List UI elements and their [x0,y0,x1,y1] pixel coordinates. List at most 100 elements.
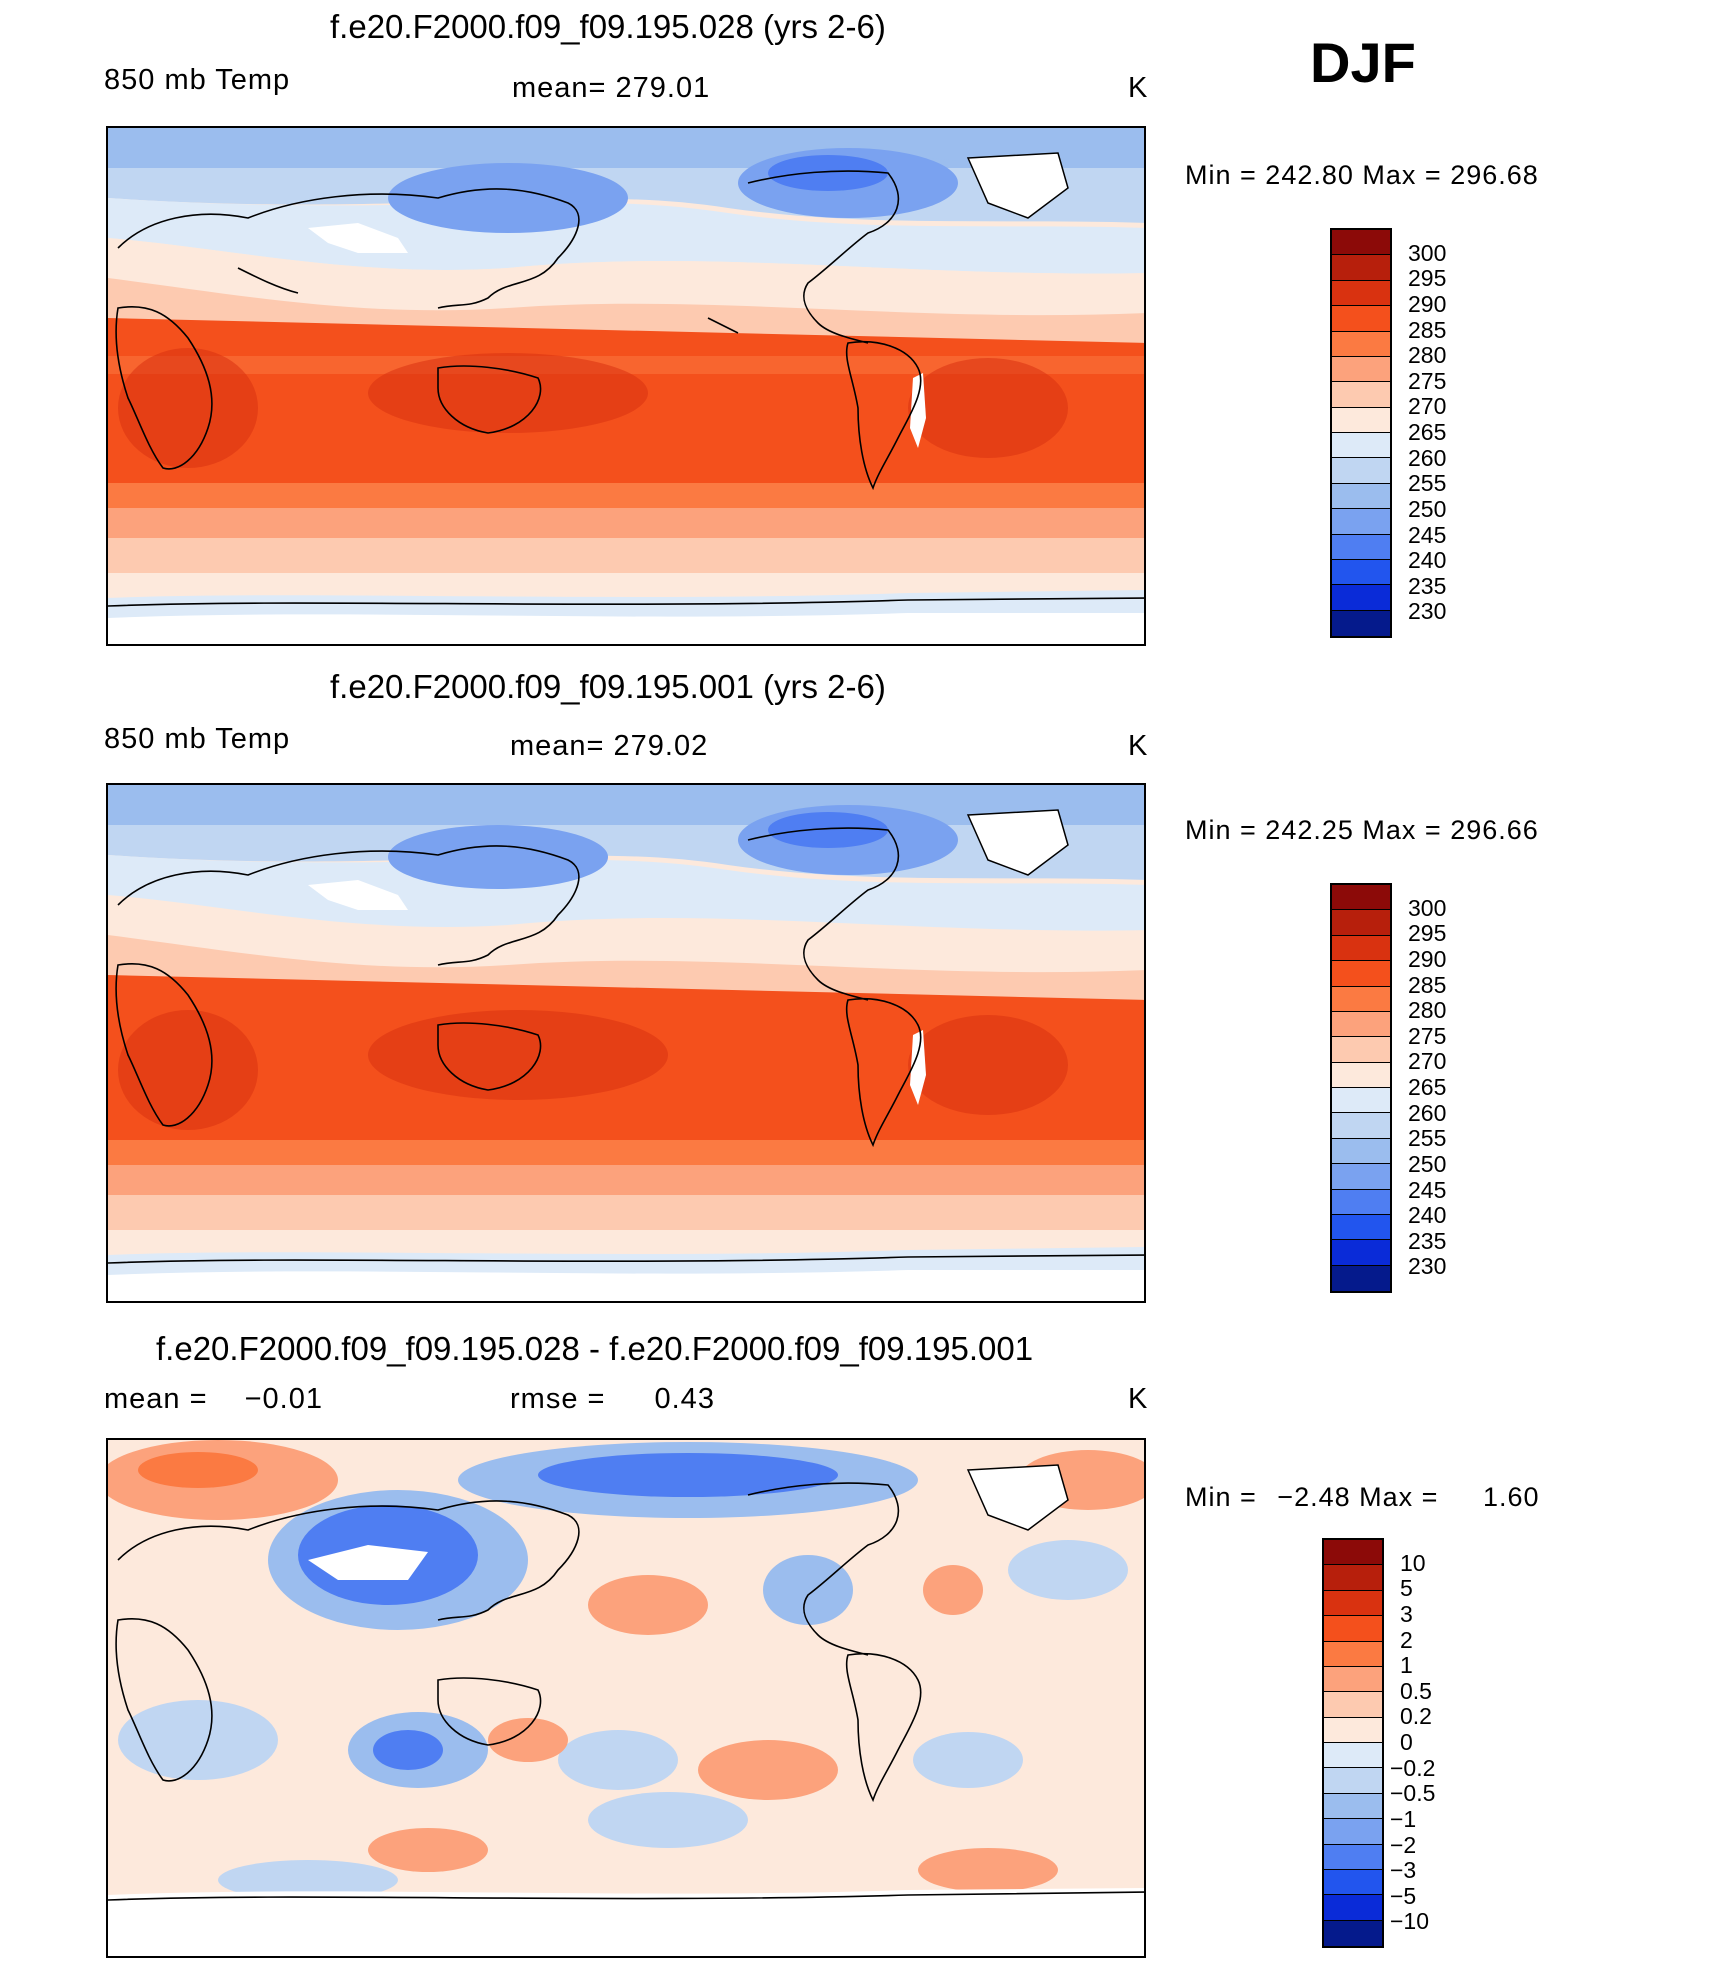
legend-swatch [1324,1819,1382,1845]
legend-swatch [1332,356,1390,383]
legend-swatch [1332,986,1390,1012]
legend-swatch [1324,1590,1382,1617]
difference-map [106,1438,1146,1958]
mean-label: mean= [512,72,607,104]
legend-swatch [1332,1088,1390,1114]
color-legend-bar [1330,883,1392,1293]
legend-swatch [1332,458,1390,484]
legend-tick-label: 260 [1408,444,1447,471]
legend-swatch [1332,1214,1390,1241]
legend-swatch [1332,1265,1390,1291]
legend-swatch [1324,1717,1382,1743]
legend-swatch [1324,1565,1382,1591]
units-label: K [1128,730,1149,762]
legend-swatch [1332,1189,1390,1215]
legend-tick-label: 290 [1408,945,1447,972]
max-label: Max = [1362,815,1442,845]
panel-title: f.e20.F2000.f09_f09.195.001 (yrs 2-6) [330,668,886,705]
legend-swatch [1324,1844,1382,1870]
rmse-stat: rmse = 0.43 [510,1383,715,1416]
min-max-readout: Min = −2.48 Max = 1.60 [1185,1482,1540,1513]
legend-tick-label: 290 [1408,290,1447,317]
legend-tick-label: 260 [1408,1099,1447,1126]
max-value: 1.60 [1482,1482,1540,1512]
legend-swatch [1332,961,1390,987]
legend-swatch [1332,1011,1390,1038]
legend-tick-label: 245 [1408,1176,1447,1203]
legend-tick-label: 10 [1400,1549,1426,1576]
legend-swatch [1332,935,1390,962]
legend-swatch [1332,910,1390,936]
mean-stat: mean= 279.02 [510,730,708,763]
legend-swatch [1332,230,1390,256]
color-legend-bar [1330,228,1392,638]
legend-tick-label: −0.2 [1390,1754,1436,1781]
legend-tick-label: −5 [1390,1882,1417,1909]
legend-tick-label: 1 [1400,1652,1413,1679]
legend-tick-label: 240 [1408,1202,1447,1229]
legend-tick-label: 265 [1408,1074,1447,1100]
legend-tick-label: 255 [1408,1125,1447,1152]
legend-tick-label: 300 [1408,894,1447,921]
max-label: Max = [1362,160,1442,190]
legend-swatch [1332,433,1390,459]
legend-swatch [1324,1641,1382,1667]
legend-tick-label: 230 [1408,1253,1447,1280]
variable-label: 850 mb Temp [104,723,291,755]
mean-label: mean= [510,730,605,762]
legend-swatch [1332,255,1390,281]
legend-tick-label: 275 [1408,367,1447,394]
min-value: 242.25 [1265,815,1354,845]
legend-tick-label: −1 [1390,1805,1417,1832]
legend-swatch [1332,1240,1390,1266]
legend-tick-label: 280 [1408,342,1447,369]
legend-tick-label: −0.5 [1390,1780,1436,1807]
panel-title: f.e20.F2000.f09_f09.195.028 (yrs 2-6) [330,8,886,45]
min-value: −2.48 [1277,1482,1351,1512]
legend-swatch [1332,331,1390,357]
mean-value: 279.01 [615,72,711,104]
legend-tick-label: 255 [1408,470,1447,497]
max-value: 296.68 [1450,160,1539,190]
min-label: Min = [1185,815,1257,845]
diff-mean-stat: mean = −0.01 [104,1383,323,1416]
legend-swatch [1332,885,1390,911]
min-label: Min = [1185,160,1257,190]
min-max-readout: Min = 242.25 Max = 296.66 [1185,815,1539,846]
legend-swatch [1324,1540,1382,1566]
panel-title: f.e20.F2000.f09_f09.195.028 - f.e20.F200… [156,1330,1034,1367]
rmse-value: 0.43 [654,1383,715,1415]
legend-swatch [1332,534,1390,560]
legend-tick-label: 250 [1408,495,1447,522]
legend-swatch [1332,306,1390,332]
legend-swatch [1324,1692,1382,1718]
legend-swatch [1324,1895,1382,1921]
legend-tick-label: −10 [1390,1908,1430,1935]
min-value: 242.80 [1265,160,1354,190]
legend-tick-label: 0.5 [1400,1677,1432,1704]
legend-tick-label: 245 [1408,521,1447,548]
legend-tick-label: 270 [1408,393,1447,420]
legend-tick-label: 295 [1408,265,1447,292]
legend-swatch [1332,1164,1390,1190]
variable-label: 850 mb Temp [104,64,291,96]
mean-stat: mean= 279.01 [512,72,710,105]
legend-tick-label: 250 [1408,1150,1447,1177]
mean-label: mean = [104,1383,208,1415]
temperature-map [106,783,1146,1303]
max-label: Max = [1359,1482,1439,1512]
legend-tick-label: 5 [1400,1575,1413,1602]
map-canvas [108,785,1144,1301]
legend-tick-label: −3 [1390,1857,1417,1884]
legend-tick-label: 295 [1408,920,1447,947]
legend-tick-label: 0 [1400,1729,1413,1755]
map-canvas [108,1440,1144,1956]
temperature-map [106,126,1146,646]
legend-tick-label: 0.2 [1400,1703,1432,1730]
legend-swatch [1324,1768,1382,1794]
legend-tick-label: 280 [1408,997,1447,1024]
mean-value: 279.02 [613,730,709,762]
legend-swatch [1332,1062,1390,1088]
legend-tick-label: 235 [1408,1227,1447,1254]
legend-swatch [1332,610,1390,636]
